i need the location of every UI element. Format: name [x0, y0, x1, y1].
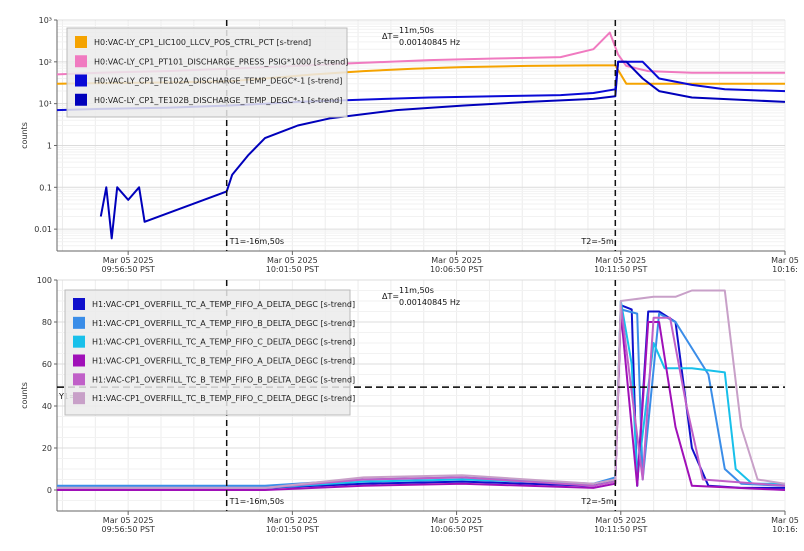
legend-entry-3: H0:VAC-LY_CP1_TE102A_DISCHARGE_TEMP_DEGC… — [94, 77, 342, 86]
legend-entry-2: H0:VAC-LY_CP1_PT101_DISCHARGE_PRESS_PSIG… — [94, 57, 348, 66]
legend-entry-6: H1:VAC-CP1_OVERFILL_TC_B_TEMP_FIFO_C_DEL… — [92, 394, 355, 403]
legend-swatch-2 — [73, 316, 85, 329]
legend-swatch-3 — [75, 74, 87, 87]
series-line-6 — [57, 289, 785, 489]
time-cursor-label: T2=-5m — [580, 497, 614, 506]
legend-swatch-5 — [73, 373, 85, 386]
y-tick-label: 1 — [47, 141, 52, 150]
delta-value: 11m,50s — [399, 286, 434, 295]
y-tick-label: 100 — [37, 276, 52, 285]
series-line-4 — [99, 60, 785, 240]
time-cursor-label: T1=-16m,50s — [229, 237, 284, 246]
x-tick-date: Mar 05 — [771, 256, 799, 265]
x-tick-time: 10:11:50 PST — [594, 265, 647, 274]
legend-entry-4: H1:VAC-CP1_OVERFILL_TC_B_TEMP_FIFO_A_DEL… — [92, 357, 355, 366]
legend-box — [64, 289, 351, 416]
x-tick-time: 10:11:50 PST — [594, 525, 647, 534]
y-tick-label: 10¹ — [39, 100, 52, 109]
series-group — [57, 289, 785, 491]
delta-label: ΔT= — [382, 292, 399, 301]
legend-swatch-2 — [75, 55, 87, 68]
delta-frequency: 0.00140845 Hz — [399, 298, 460, 307]
x-tick-date: Mar 05 2025 — [103, 256, 154, 265]
y-axis-label: counts — [20, 122, 29, 149]
x-tick-time: 09:56:50 PST — [102, 265, 155, 274]
delta-value: 11m,50s — [399, 26, 434, 35]
y-axis-label: counts — [20, 382, 29, 409]
x-tick-time: 10:06:50 PST — [430, 525, 483, 534]
legend-entry-3: H1:VAC-CP1_OVERFILL_TC_A_TEMP_FIFO_C_DEL… — [92, 338, 355, 347]
x-tick-date: Mar 05 2025 — [267, 516, 318, 525]
legend-swatch-4 — [73, 354, 85, 367]
delta-label: ΔT= — [382, 32, 399, 41]
legend-entry-2: H1:VAC-CP1_OVERFILL_TC_A_TEMP_FIFO_B_DEL… — [92, 319, 355, 328]
legend-entry-4: H0:VAC-LY_CP1_TE102B_DISCHARGE_TEMP_DEGC… — [94, 96, 342, 105]
x-tick-time: 10:01:50 PST — [266, 265, 319, 274]
x-tick-time: 09:56:50 PST — [102, 525, 155, 534]
time-cursor-label: T2=-5m — [580, 237, 614, 246]
x-tick-time: 10:16: — [772, 525, 798, 534]
time-cursor-label: T1=-16m,50s — [229, 497, 284, 506]
legend-entry-1: H0:VAC-LY_CP1_LIC100_LLCV_POS_CTRL_PCT [… — [94, 38, 311, 47]
y-tick-label: 10² — [39, 58, 52, 67]
x-tick-time: 10:06:50 PST — [430, 265, 483, 274]
x-tick-time: 10:01:50 PST — [266, 525, 319, 534]
y-tick-label: 0 — [47, 486, 52, 495]
legend-entry-5: H1:VAC-CP1_OVERFILL_TC_B_TEMP_FIFO_B_DEL… — [92, 375, 355, 384]
legend-swatch-3 — [73, 335, 85, 348]
legend-entry-1: H1:VAC-CP1_OVERFILL_TC_A_TEMP_FIFO_A_DEL… — [92, 300, 355, 309]
x-tick-date: Mar 05 2025 — [103, 516, 154, 525]
x-tick-date: Mar 05 2025 — [431, 256, 482, 265]
y-tick-label: 40 — [42, 402, 52, 411]
x-tick-time: 10:16: — [772, 265, 798, 274]
x-tick-date: Mar 05 2025 — [595, 516, 646, 525]
y-tick-label: 0.01 — [34, 225, 52, 234]
y-tick-label: 80 — [42, 318, 52, 327]
x-tick-date: Mar 05 2025 — [595, 256, 646, 265]
legend-swatch-1 — [73, 298, 85, 310]
legend-swatch-4 — [75, 93, 87, 106]
legend-swatch-6 — [73, 392, 85, 405]
y-tick-label: 0.1 — [39, 183, 52, 192]
x-tick-date: Mar 05 2025 — [431, 516, 482, 525]
legend-swatch-1 — [75, 36, 87, 48]
y-tick-label: 20 — [42, 444, 52, 453]
x-tick-date: Mar 05 2025 — [267, 256, 318, 265]
legend-box — [66, 27, 348, 118]
delta-frequency: 0.00140845 Hz — [399, 38, 460, 47]
y-tick-label: 60 — [42, 360, 52, 369]
x-tick-date: Mar 05 — [771, 516, 799, 525]
y-tick-label: 10³ — [39, 16, 52, 25]
